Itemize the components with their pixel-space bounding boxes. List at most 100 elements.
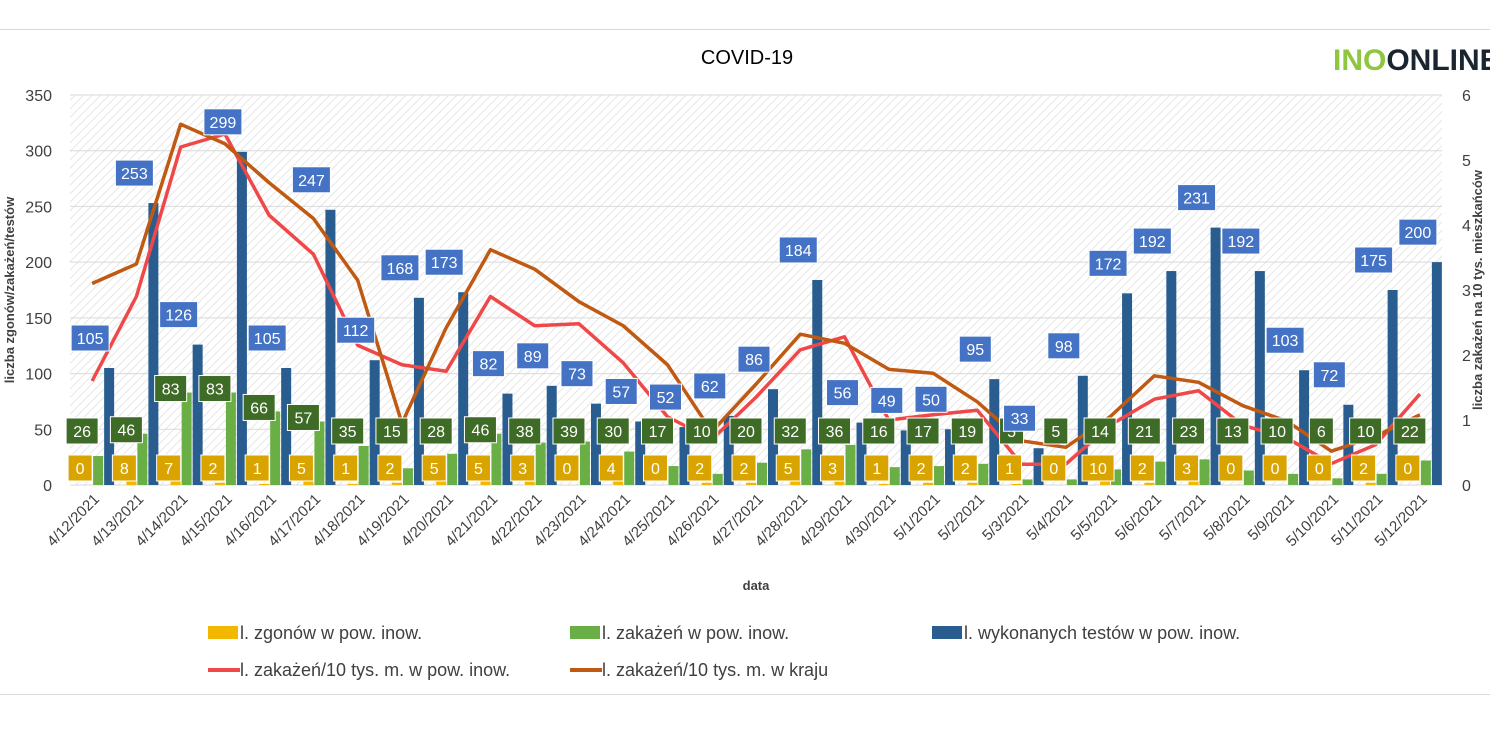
data-label: 0 bbox=[1315, 461, 1324, 478]
data-label: 168 bbox=[387, 261, 414, 278]
data-label-box bbox=[1218, 454, 1244, 482]
bar bbox=[1077, 375, 1088, 485]
bar bbox=[790, 479, 801, 485]
data-label: 3 bbox=[518, 461, 527, 478]
y2-tick-label: 4 bbox=[1462, 218, 1471, 235]
data-label: 4 bbox=[607, 461, 616, 478]
bar bbox=[535, 442, 546, 485]
data-label: 38 bbox=[516, 424, 534, 441]
data-label-box bbox=[421, 454, 447, 482]
data-label-box bbox=[554, 454, 580, 482]
data-label-box bbox=[687, 454, 713, 482]
data-label-box bbox=[67, 454, 93, 482]
data-label: 86 bbox=[745, 352, 763, 369]
legend-label-country-rate: l. zakażeń/10 tys. m. w kraju bbox=[602, 660, 828, 680]
x-tick-label: 5/1/2021 bbox=[891, 491, 944, 544]
data-label-box bbox=[291, 166, 331, 194]
data-label: 0 bbox=[651, 461, 660, 478]
svg-text:INOONLINE: INOONLINE bbox=[1333, 44, 1490, 77]
bar bbox=[934, 466, 945, 485]
bar bbox=[325, 209, 336, 485]
data-label: 56 bbox=[834, 386, 852, 403]
legend-label-local-rate: l. zakażeń/10 tys. m. w pow. inow. bbox=[240, 660, 510, 680]
data-label-box bbox=[65, 417, 99, 445]
bar bbox=[1011, 483, 1022, 485]
x-tick-label: 5/6/2021 bbox=[1112, 491, 1165, 544]
data-label: 33 bbox=[1011, 411, 1029, 428]
y2-tick-label: 5 bbox=[1462, 153, 1471, 170]
data-label-box bbox=[1047, 332, 1081, 360]
bar bbox=[524, 481, 535, 485]
data-label: 2 bbox=[208, 461, 217, 478]
data-label: 7 bbox=[164, 461, 173, 478]
data-label-box bbox=[1216, 417, 1250, 445]
bar bbox=[181, 392, 192, 485]
data-label: 23 bbox=[1180, 424, 1198, 441]
bar bbox=[347, 483, 358, 485]
y2-tick-label: 3 bbox=[1462, 283, 1471, 300]
data-label: 10 bbox=[693, 424, 711, 441]
data-label-box bbox=[198, 375, 232, 403]
bars bbox=[93, 151, 1442, 486]
bar bbox=[480, 479, 491, 485]
data-label: 83 bbox=[162, 382, 180, 399]
data-label-box bbox=[1351, 454, 1377, 482]
data-label: 15 bbox=[383, 424, 401, 441]
data-label-box bbox=[154, 375, 188, 403]
data-label-box bbox=[1395, 454, 1421, 482]
data-label-box bbox=[424, 248, 464, 276]
data-label-box bbox=[1349, 417, 1383, 445]
data-label-box bbox=[419, 417, 453, 445]
legend-swatch-deaths bbox=[208, 626, 238, 639]
data-label: 103 bbox=[1272, 333, 1299, 350]
data-label: 2 bbox=[740, 461, 749, 478]
x-tick-label: 5/7/2021 bbox=[1156, 491, 1209, 544]
data-label-box bbox=[908, 454, 934, 482]
data-label: 50 bbox=[922, 392, 940, 409]
data-label-box bbox=[1174, 454, 1200, 482]
right-axis-ticks: 0 1 2 3 4 5 6 bbox=[1462, 88, 1471, 495]
data-label: 83 bbox=[206, 382, 224, 399]
data-label-box bbox=[463, 416, 497, 444]
bar bbox=[413, 297, 424, 485]
legend-swatch-cases bbox=[570, 626, 600, 639]
data-label: 95 bbox=[966, 342, 984, 359]
legend-swatch-tests bbox=[932, 626, 962, 639]
y2-tick-label: 0 bbox=[1462, 478, 1471, 495]
data-label: 6 bbox=[1317, 424, 1326, 441]
data-label-box bbox=[914, 385, 948, 413]
data-label: 2 bbox=[917, 461, 926, 478]
bar bbox=[1210, 227, 1221, 485]
data-label: 35 bbox=[339, 424, 357, 441]
bar bbox=[1144, 482, 1155, 485]
data-label: 1 bbox=[341, 461, 350, 478]
bar bbox=[1243, 470, 1254, 485]
data-label-box bbox=[552, 417, 586, 445]
y-tick-label: 50 bbox=[34, 422, 52, 439]
data-label: 2 bbox=[385, 461, 394, 478]
data-label: 82 bbox=[480, 357, 498, 374]
data-label: 3 bbox=[828, 461, 837, 478]
x-axis-title: data bbox=[743, 578, 771, 593]
data-label: 57 bbox=[612, 384, 630, 401]
data-label-box bbox=[731, 454, 757, 482]
bar bbox=[590, 403, 601, 485]
series-line bbox=[91, 122, 1421, 453]
data-label: 36 bbox=[826, 424, 844, 441]
data-label-box bbox=[508, 417, 542, 445]
data-label: 0 bbox=[1226, 461, 1235, 478]
data-label-box bbox=[333, 454, 359, 482]
bar bbox=[214, 482, 225, 485]
bar bbox=[878, 483, 889, 485]
bar bbox=[757, 462, 767, 485]
logo-text-b: ONLINE bbox=[1386, 44, 1490, 77]
data-label: 192 bbox=[1139, 234, 1166, 251]
data-label: 30 bbox=[604, 424, 622, 441]
data-label-box bbox=[775, 454, 801, 482]
data-labels: 0261058462537831262832991661055572471351… bbox=[65, 108, 1438, 482]
bar bbox=[1111, 469, 1122, 485]
data-label-box bbox=[1393, 417, 1427, 445]
data-label: 10 bbox=[1357, 424, 1375, 441]
data-label: 0 bbox=[1049, 461, 1058, 478]
legend: l. zgonów w pow. inow. l. zakażeń w pow.… bbox=[208, 623, 1240, 680]
